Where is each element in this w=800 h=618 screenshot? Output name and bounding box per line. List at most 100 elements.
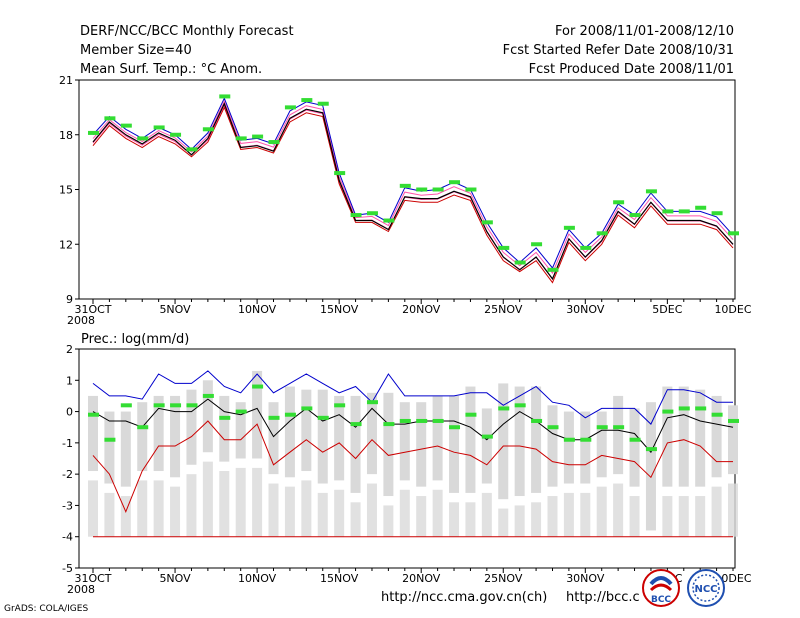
y-tick-label: 15 <box>59 184 73 197</box>
fcst-produced-date: Fcst Produced Date 2008/11/01 <box>528 62 734 77</box>
spread-bar <box>580 411 591 484</box>
spread-bar-lower <box>104 492 115 537</box>
spread-bar <box>284 386 295 478</box>
spread-bar <box>711 395 722 478</box>
x-tick-label: 30NOV <box>566 572 605 585</box>
spread-bar <box>383 392 394 497</box>
spread-bar-lower <box>252 467 263 537</box>
spread-bar <box>563 411 574 484</box>
observed-marker <box>120 403 132 408</box>
spread-bar <box>170 395 181 478</box>
y-tick-label: -4 <box>62 531 73 544</box>
url-bcc[interactable]: http://bcc.c <box>566 590 640 605</box>
y-tick-label: 2 <box>66 343 73 356</box>
observed-marker <box>202 127 214 132</box>
y-tick-label: 12 <box>59 238 73 251</box>
spread-bar <box>252 370 263 459</box>
y-tick-label: 1 <box>66 374 73 387</box>
spread-bar-lower <box>186 474 197 537</box>
spread-bar <box>465 386 476 493</box>
spread-bar-lower <box>284 486 295 537</box>
spread-bar <box>531 386 542 493</box>
observed-marker <box>252 384 264 389</box>
spread-bar-lower <box>170 486 181 537</box>
observed-marker <box>728 231 739 236</box>
y-tick-label: 9 <box>66 293 73 306</box>
x-tick-label: 31OCT <box>74 572 111 585</box>
grads-credit: GrADS: COLA/IGES <box>4 604 89 614</box>
observed-marker <box>711 412 723 417</box>
x-tick-label: 15NOV <box>320 572 359 585</box>
member-line <box>92 100 734 275</box>
observed-marker <box>695 406 707 411</box>
x-tick-label: 10NOV <box>238 303 277 316</box>
observed-marker <box>219 415 231 420</box>
observed-marker <box>580 437 592 442</box>
spread-bar <box>596 411 607 478</box>
observed-marker <box>334 403 346 408</box>
observed-marker <box>366 400 378 405</box>
observed-marker <box>350 213 362 218</box>
member-line <box>92 102 734 277</box>
observed-marker <box>268 415 280 420</box>
spread-bar-lower <box>498 508 509 537</box>
spread-bar-lower <box>219 471 230 537</box>
x-tick-label: 5DEC <box>652 303 682 316</box>
x-tick-label: 25NOV <box>484 303 523 316</box>
observed-marker <box>301 98 313 103</box>
observed-marker <box>432 418 444 423</box>
ensemble-mean-line <box>92 398 734 454</box>
observed-marker <box>317 415 329 420</box>
observed-marker <box>284 412 296 417</box>
spread-bar <box>366 392 377 475</box>
y-tick-label: -5 <box>62 562 73 575</box>
ncc-logo-text: NCC <box>694 584 717 595</box>
spread-bar-lower <box>301 480 312 537</box>
observed-marker <box>449 425 461 430</box>
observed-marker <box>186 147 198 152</box>
fcst-started-date: Fcst Started Refer Date 2008/10/31 <box>502 43 734 58</box>
x-year-label: 2008 <box>67 314 95 327</box>
spread-bar-lower <box>547 496 558 537</box>
observed-marker <box>252 134 264 139</box>
observed-marker <box>629 213 641 218</box>
observed-marker <box>153 403 165 408</box>
observed-marker <box>235 409 247 414</box>
spread-bar <box>334 395 345 481</box>
x-tick-label: 31OCT <box>74 303 111 316</box>
header-left: DERF/NCC/BCC Monthly Forecast Member Siz… <box>80 23 294 80</box>
spread-bar <box>432 395 443 481</box>
spread-bar <box>678 386 689 487</box>
spread-bar <box>301 389 312 472</box>
observed-marker <box>629 437 641 442</box>
observed-marker <box>170 132 182 137</box>
x-tick-label: 15NOV <box>320 303 359 316</box>
x-year-label: 2008 <box>67 583 95 596</box>
observed-marker <box>531 418 543 423</box>
observed-marker <box>645 189 657 194</box>
spread-bar <box>547 405 558 487</box>
observed-marker <box>449 180 461 185</box>
spread-bar <box>219 395 230 462</box>
bcc-logo-text: BCC <box>651 595 671 605</box>
observed-marker <box>596 425 608 430</box>
observed-marker <box>88 130 99 135</box>
url-ncc[interactable]: http://ncc.cma.gov.cn(ch) <box>381 590 548 605</box>
min-line <box>92 420 733 513</box>
spread-bar <box>514 386 525 497</box>
spread-bar <box>399 402 410 481</box>
spread-bar-lower <box>613 483 624 537</box>
observed-marker <box>498 406 510 411</box>
x-tick-label: 30NOV <box>566 303 605 316</box>
x-tick-label: 20NOV <box>402 303 441 316</box>
y-tick-label: 21 <box>59 74 73 87</box>
observed-marker <box>711 211 723 216</box>
observed-marker <box>399 418 411 423</box>
spread-bar <box>120 411 131 487</box>
spread-bar <box>481 408 492 484</box>
spread-bar <box>728 405 738 475</box>
spread-bar <box>88 395 98 472</box>
observed-marker <box>317 101 329 106</box>
y-tick-label: 0 <box>66 406 73 419</box>
observed-marker <box>481 434 493 439</box>
